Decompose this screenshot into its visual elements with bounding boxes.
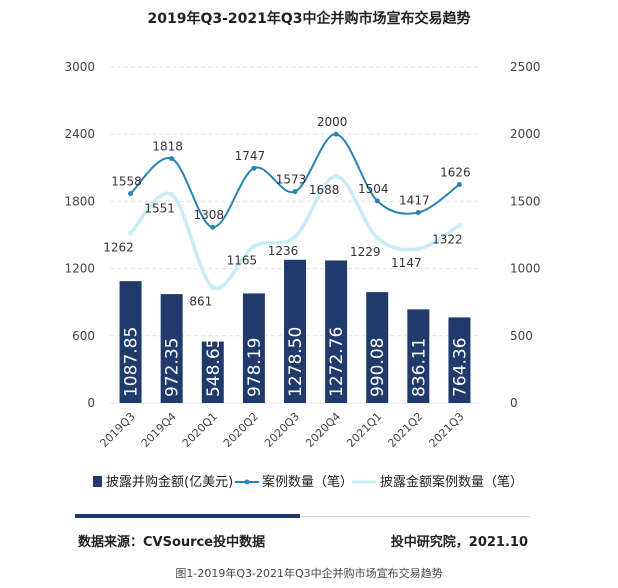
- line-deal-count-point: [374, 198, 380, 204]
- line-deal-count-point: [169, 156, 175, 162]
- line-disclosed-deals-label: 1551: [144, 202, 175, 216]
- line-deal-count-label: 1417: [399, 194, 430, 208]
- x-tick-label: 2021Q1: [344, 410, 384, 450]
- y-left-tick-label: 600: [72, 329, 95, 343]
- figure-caption: 图1-2019年Q3-2021年Q3中企并购市场宣布交易趋势: [175, 567, 443, 580]
- data-source: 数据来源：CVSource投中数据: [78, 535, 266, 550]
- legend-line1-marker: [244, 479, 250, 485]
- line-disclosed-deals-point: [210, 284, 216, 290]
- bar-value-label: 1278.50: [286, 327, 306, 397]
- bar: [366, 292, 389, 403]
- legend-line2-label: 披露金额案例数量（笔）: [380, 474, 523, 490]
- line-deal-count-point: [128, 191, 134, 197]
- y-left-tick-label: 3000: [64, 60, 95, 74]
- line-disclosed-deals-point: [456, 222, 462, 228]
- bar-value-label: 548.65: [204, 338, 224, 397]
- line-disclosed-deals-point: [374, 235, 380, 241]
- legend-bar-swatch: [93, 476, 102, 487]
- bar: [325, 260, 348, 403]
- bar: [284, 259, 306, 403]
- x-tick-label: 2020Q1: [180, 410, 220, 450]
- line-deal-count-label: 1504: [358, 182, 389, 196]
- bar-value-label: 1272.76: [327, 327, 347, 397]
- chart: 2019年Q3-2021年Q3中企并购市场宣布交易趋势 0 600 1200 1800 2…: [64, 10, 541, 490]
- x-tick-label: 2020Q2: [221, 410, 261, 450]
- line-deal-count-label: 1558: [111, 175, 142, 189]
- line-deal-count-point: [333, 131, 339, 137]
- footer-accent-bar: [75, 514, 300, 518]
- y-right-tick-label: 500: [510, 329, 533, 343]
- line-disclosed-deals-label: 1229: [350, 245, 381, 259]
- x-tick-label: 2021Q3: [427, 410, 467, 450]
- line-deal-count-label: 1747: [235, 149, 266, 163]
- bar-value-label: 978.19: [245, 338, 265, 397]
- line-deal-count-point: [456, 181, 462, 187]
- line-disclosed-deals-label: 1688: [309, 183, 340, 197]
- chart-title: 2019年Q3-2021年Q3中企并购市场宣布交易趋势: [147, 10, 470, 27]
- legend-bar-label: 披露并购金额(亿美元): [106, 474, 233, 490]
- y-left-tick-label: 2400: [64, 127, 95, 141]
- credit: 投中研究院，2021.10: [390, 535, 528, 550]
- bar: [242, 293, 265, 403]
- line-disclosed-deals-label: 1165: [227, 253, 258, 267]
- line-deal-count-label: 1573: [276, 173, 307, 187]
- y-left-tick-label: 0: [87, 396, 95, 410]
- bar-value-label: 836.11: [409, 338, 429, 397]
- bar-value-label: 990.08: [368, 338, 388, 397]
- bar-value-label: 1087.85: [122, 327, 142, 397]
- line-disclosed-deals-label: 1236: [268, 244, 299, 258]
- y-right-tick-label: 2000: [510, 127, 541, 141]
- bar: [119, 281, 142, 403]
- line-disclosed-deals-label: 1147: [391, 256, 422, 270]
- line-disclosed-deals-point: [169, 192, 175, 198]
- bar-value-label: 764.36: [450, 338, 470, 397]
- y-left-tick-label: 1800: [64, 194, 95, 208]
- y-right-tick-label: 2500: [510, 60, 541, 74]
- bar-value-label: 972.35: [163, 338, 183, 397]
- line-disclosed-deals-point: [128, 230, 134, 236]
- line-deal-count-label: 1626: [440, 165, 471, 179]
- line-deal-count-label: 1308: [194, 208, 225, 222]
- x-tick-label: 2021Q2: [385, 410, 425, 450]
- line-disclosed-deals-label: 861: [189, 294, 212, 308]
- x-tick-label: 2020Q4: [303, 410, 343, 450]
- y-left-tick-label: 1200: [64, 262, 95, 276]
- y-right-tick-label: 1500: [510, 194, 541, 208]
- line-disclosed-deals-point: [415, 246, 421, 252]
- footer-divider: [75, 516, 530, 517]
- line-deal-count-point: [251, 165, 257, 171]
- line-deal-count-label: 1818: [152, 140, 183, 154]
- line-deal-count-label: 2000: [317, 115, 348, 129]
- line-disclosed-deals-label: 1322: [432, 232, 463, 246]
- line-disclosed-deals-point: [333, 173, 339, 179]
- line-disclosed-deals-label: 1262: [103, 240, 134, 254]
- x-tick-label: 2019Q4: [139, 410, 179, 450]
- legend-line1-label: 案例数量（笔）: [262, 474, 353, 490]
- line-deal-count-point: [415, 210, 421, 216]
- x-tick-label: 2019Q3: [98, 410, 138, 450]
- bar: [448, 317, 471, 403]
- y-right-tick-label: 1000: [510, 262, 541, 276]
- bar: [160, 294, 183, 403]
- x-tick-label: 2020Q3: [262, 410, 302, 450]
- line-deal-count-point: [210, 224, 216, 230]
- line-disclosed-deals-point: [292, 234, 298, 240]
- line-deal-count-point: [292, 189, 298, 195]
- bar: [201, 341, 224, 403]
- bar: [407, 309, 430, 403]
- y-right-tick-label: 0: [510, 396, 518, 410]
- line-disclosed-deals-point: [251, 243, 257, 249]
